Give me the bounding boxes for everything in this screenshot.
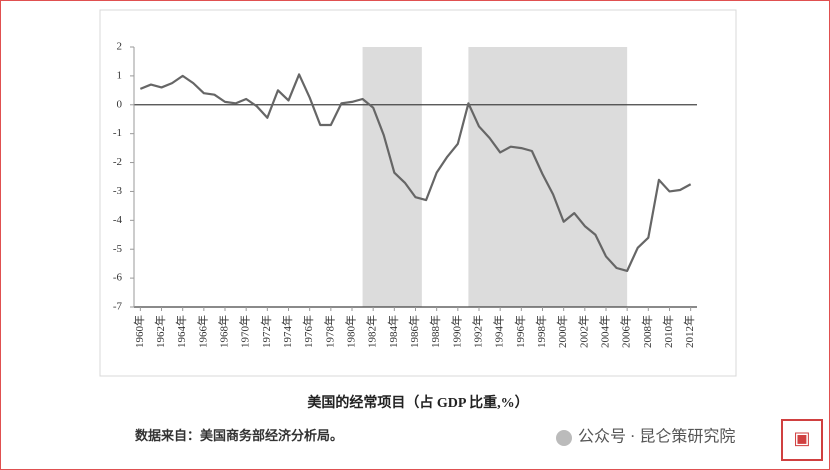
wechat-icon xyxy=(556,430,572,446)
x-tick-label: 1966年 xyxy=(195,315,209,348)
x-tick-label: 1978年 xyxy=(322,315,336,348)
x-tick-label: 1976年 xyxy=(301,315,315,348)
chart-box xyxy=(99,9,737,377)
y-tick-label: 2 xyxy=(117,41,123,53)
x-tick-label: 1974年 xyxy=(280,315,294,348)
y-tick-label: -3 xyxy=(113,185,123,197)
x-tick-label: 1960年 xyxy=(132,315,146,348)
data-line xyxy=(139,73,692,272)
watermark: 公众号 · 昆仑策研究院 xyxy=(578,428,735,446)
x-tick-label: 1994年 xyxy=(492,315,506,348)
y-tick-label: -1 xyxy=(113,127,122,139)
x-tick-label: 1986年 xyxy=(407,315,421,348)
x-tick-label: 2008年 xyxy=(640,315,654,348)
x-tick-label: 2000年 xyxy=(555,315,569,348)
x-tick-label: 2004年 xyxy=(598,315,612,348)
x-tick-label: 2012年 xyxy=(682,315,696,348)
x-tick-label: 1970年 xyxy=(238,315,252,348)
x-tick-label: 1990年 xyxy=(449,315,463,348)
chart-title: 美国的经常项目（占 GDP 比重,%） xyxy=(307,394,528,411)
x-tick-label: 1992年 xyxy=(471,315,485,348)
x-tick-label: 2006年 xyxy=(619,315,633,348)
x-tick-label: 1972年 xyxy=(259,315,273,348)
x-tick-label: 1982年 xyxy=(365,315,379,348)
y-tick-label: -6 xyxy=(113,272,123,284)
y-tick-label: -5 xyxy=(113,243,123,255)
source-note: 数据来自：美国商务部经济分析局。 xyxy=(135,428,343,443)
x-tick-label: 1988年 xyxy=(428,315,442,348)
y-tick-label: -2 xyxy=(113,156,122,168)
x-tick-label: 1980年 xyxy=(344,315,358,348)
x-tick-label: 2010年 xyxy=(661,315,675,348)
x-tick-label: 1962年 xyxy=(153,315,167,348)
y-tick-label: 1 xyxy=(117,69,123,81)
y-tick-label: -7 xyxy=(113,301,123,313)
logo xyxy=(781,419,823,461)
x-tick-label: 1968年 xyxy=(217,315,231,348)
y-tick-label: 0 xyxy=(117,98,123,110)
x-tick-label: 1964年 xyxy=(174,315,188,348)
x-tick-label: 2002年 xyxy=(576,315,590,348)
y-tick-label: -4 xyxy=(113,214,123,226)
x-tick-label: 1996年 xyxy=(513,315,527,348)
x-tick-label: 1984年 xyxy=(386,315,400,348)
shaded-band xyxy=(468,47,628,307)
shaded-band xyxy=(362,47,422,307)
logo-mark: ▣ xyxy=(793,428,810,448)
x-tick-label: 1998年 xyxy=(534,315,548,348)
